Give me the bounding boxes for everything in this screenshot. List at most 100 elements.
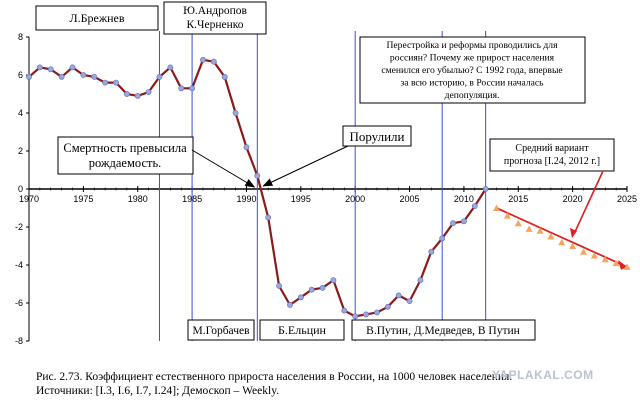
historic-point (341, 307, 348, 314)
historic-point (36, 64, 43, 71)
forecast-pointer-head (570, 228, 577, 238)
historic-point (308, 286, 315, 293)
chernenko-label: К.Черненко (186, 19, 243, 31)
perestroika-line: сменился его убылью? С 1992 года, впервы… (381, 65, 562, 76)
historic-point (221, 74, 228, 80)
historic-point (450, 220, 456, 227)
historic-point (319, 284, 326, 291)
perestroika-line: россиян? Почему же прирост населения (390, 53, 555, 64)
annotations: Л.Брежнев Ю.Андропов К.Черненко Перестройка… (35, 1, 615, 341)
x-tick-label: 2020 (563, 194, 583, 204)
historic-point (471, 203, 478, 209)
forecast-pointer (573, 170, 604, 235)
porulili-box (342, 125, 412, 147)
historic-point (330, 277, 337, 284)
historic-point (200, 56, 206, 63)
putin-box (351, 319, 536, 341)
historic-point (210, 58, 217, 65)
brezhnev-label: Л.Брежнев (69, 11, 124, 25)
historic-point (102, 79, 109, 86)
historic-point (384, 303, 391, 310)
gorbachev-box (187, 319, 255, 341)
y-tick-label: -8 (15, 336, 23, 346)
forecast-point (525, 225, 533, 232)
y-tick-label: 8 (18, 32, 23, 42)
forecast-point (580, 248, 588, 255)
x-tick-label: 2015 (508, 194, 528, 204)
forecast-point (514, 219, 522, 227)
historic-point (91, 74, 98, 80)
historic-point (189, 85, 195, 92)
historic-point (374, 309, 380, 316)
historic-point (167, 64, 174, 71)
historic-point (297, 294, 304, 301)
andropov-box (163, 1, 267, 35)
forecast-arrowhead (618, 259, 627, 270)
y-tick-label: -6 (15, 298, 23, 308)
y-tick-label: -4 (15, 260, 23, 270)
perestroika-line: за всю историю, в России началась (401, 78, 545, 89)
y-tick-label: 4 (18, 108, 23, 118)
mortality-arrow (191, 149, 256, 188)
forecast-point (493, 204, 501, 211)
historic-point (145, 89, 152, 95)
historic-point (482, 186, 489, 192)
y-tick-label: -2 (15, 222, 23, 232)
mortality-line: Смертность превысила (63, 141, 187, 155)
historic-point (134, 93, 141, 99)
yeltsin-box (259, 319, 345, 341)
mortality-box (57, 136, 194, 175)
x-tick-label: 2025 (617, 194, 637, 204)
forecast-point (590, 252, 598, 259)
historic-point (428, 248, 435, 255)
yeltsin-label: Б.Ельцин (278, 323, 327, 337)
forecast-point (612, 259, 620, 267)
historic-point (439, 235, 446, 242)
historic-point (178, 85, 185, 92)
x-tick-label: 2005 (400, 194, 420, 204)
x-tick-label: 2010 (454, 194, 474, 204)
forecast-point (623, 263, 631, 270)
forecast-point (558, 238, 566, 246)
historic-point (156, 74, 163, 80)
forecast-line: прогноза [I.24, 2012 г.] (504, 156, 600, 167)
x-tick-label: 1975 (73, 194, 93, 204)
historic-point (287, 301, 293, 308)
historic-point (352, 313, 359, 320)
porulili-arrow (262, 145, 349, 187)
historic-point (232, 110, 239, 116)
historic-point (461, 218, 467, 225)
series (26, 56, 631, 320)
perestroika-line: Перестройка и реформы проводились для (387, 40, 559, 51)
porulili-label: Порулили (349, 129, 404, 144)
andropov-label: Ю.Андропов (183, 5, 247, 17)
figure-caption: Рис. 2.73. Коэффициент естественного при… (36, 370, 636, 398)
historic-point (243, 144, 250, 151)
historic-point (123, 91, 130, 97)
historic-point (47, 66, 54, 73)
historic-point (113, 79, 119, 86)
forecast-point (503, 212, 511, 219)
watermark: YAPLAKAL.COM (492, 368, 594, 382)
historic-point (265, 214, 272, 221)
gorbachev-label: М.Горбачев (192, 325, 250, 337)
historic-point (363, 311, 369, 318)
x-tick-label: 1995 (291, 194, 311, 204)
historic-point (417, 277, 424, 284)
y-tick-label: 2 (18, 146, 23, 156)
perestroika-box (359, 36, 586, 104)
brezhnev-box (35, 5, 159, 31)
caption-line-1: Рис. 2.73. Коэффициент естественного при… (36, 371, 513, 383)
historic-point (276, 282, 282, 289)
y-tick-label: 0 (18, 184, 23, 194)
forecast-point (569, 242, 577, 249)
historic-point (395, 292, 402, 299)
historic-point (80, 72, 87, 78)
caption-line-2: Источники: [I.3, I.6, I.7, I.24]; Демоск… (36, 385, 280, 397)
forecast-point (601, 255, 609, 263)
x-tick-label: 1970 (19, 194, 39, 204)
forecast-point (547, 233, 555, 240)
forecast-box (489, 138, 615, 172)
forecast-point (536, 227, 544, 234)
